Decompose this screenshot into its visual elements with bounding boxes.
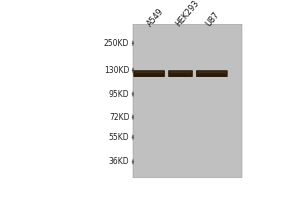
Text: A549: A549 (146, 7, 166, 29)
FancyBboxPatch shape (168, 70, 193, 77)
FancyBboxPatch shape (169, 71, 191, 73)
FancyBboxPatch shape (197, 71, 226, 73)
Text: 55KD: 55KD (109, 133, 129, 142)
Text: 250KD: 250KD (104, 39, 129, 48)
FancyBboxPatch shape (135, 71, 164, 73)
Text: 130KD: 130KD (104, 66, 129, 75)
FancyBboxPatch shape (133, 70, 165, 77)
FancyBboxPatch shape (196, 70, 228, 77)
Bar (133, 24, 242, 178)
Text: 36KD: 36KD (109, 157, 129, 166)
Text: 72KD: 72KD (109, 113, 129, 122)
Text: 95KD: 95KD (109, 90, 129, 99)
Text: U87: U87 (204, 10, 221, 29)
Text: HEK293: HEK293 (174, 0, 201, 29)
